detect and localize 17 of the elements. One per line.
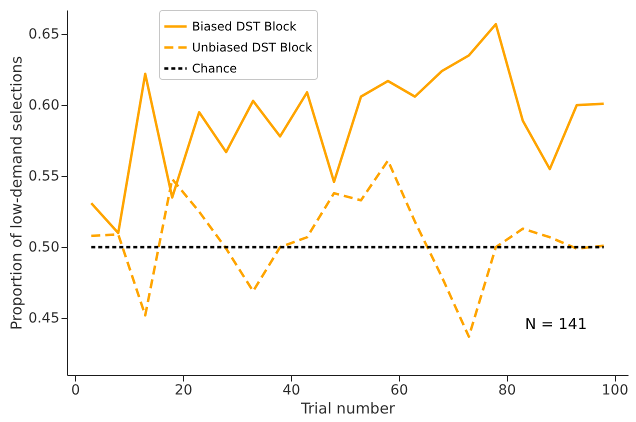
- x-tick-label: 40: [282, 382, 300, 398]
- x-tick-label: 20: [174, 382, 192, 398]
- x-tick-label: 0: [71, 382, 80, 398]
- y-axis-title: Proportion of low-demand selections: [7, 56, 26, 330]
- y-tick-label: 0.45: [28, 310, 60, 327]
- x-tick-label: 100: [602, 382, 628, 398]
- y-tick-label: 0.65: [28, 26, 60, 43]
- y-tick-label: 0.60: [28, 98, 60, 114]
- y-tick-label: 0.55: [28, 168, 60, 185]
- legend-label: Chance: [192, 62, 237, 76]
- x-tick-label: 80: [498, 382, 516, 398]
- x-tick-label: 60: [390, 382, 408, 398]
- annotation: N = 141: [525, 315, 587, 333]
- y-tick-label: 0.50: [28, 240, 60, 256]
- x-axis-title: Trial number: [300, 400, 396, 418]
- legend-label: Biased DST Block: [192, 20, 296, 34]
- legend-label: Unbiased DST Block: [192, 40, 312, 54]
